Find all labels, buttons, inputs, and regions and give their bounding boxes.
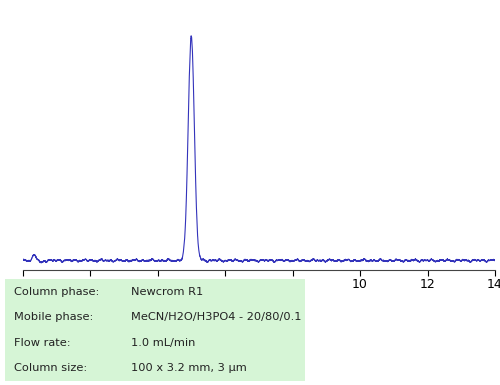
Text: MeCN/H2O/H3PO4 - 20/80/0.1: MeCN/H2O/H3PO4 - 20/80/0.1 [131,312,302,322]
Text: 1.0 mL/min: 1.0 mL/min [131,338,196,348]
Text: Flow rate:: Flow rate: [14,338,70,348]
Text: Column size:: Column size: [14,363,88,373]
Text: 100 x 3.2 mm, 3 μm: 100 x 3.2 mm, 3 μm [131,363,247,373]
Text: Newcrom R1: Newcrom R1 [131,287,203,297]
Text: Column phase:: Column phase: [14,287,100,297]
Text: Mobile phase:: Mobile phase: [14,312,94,322]
